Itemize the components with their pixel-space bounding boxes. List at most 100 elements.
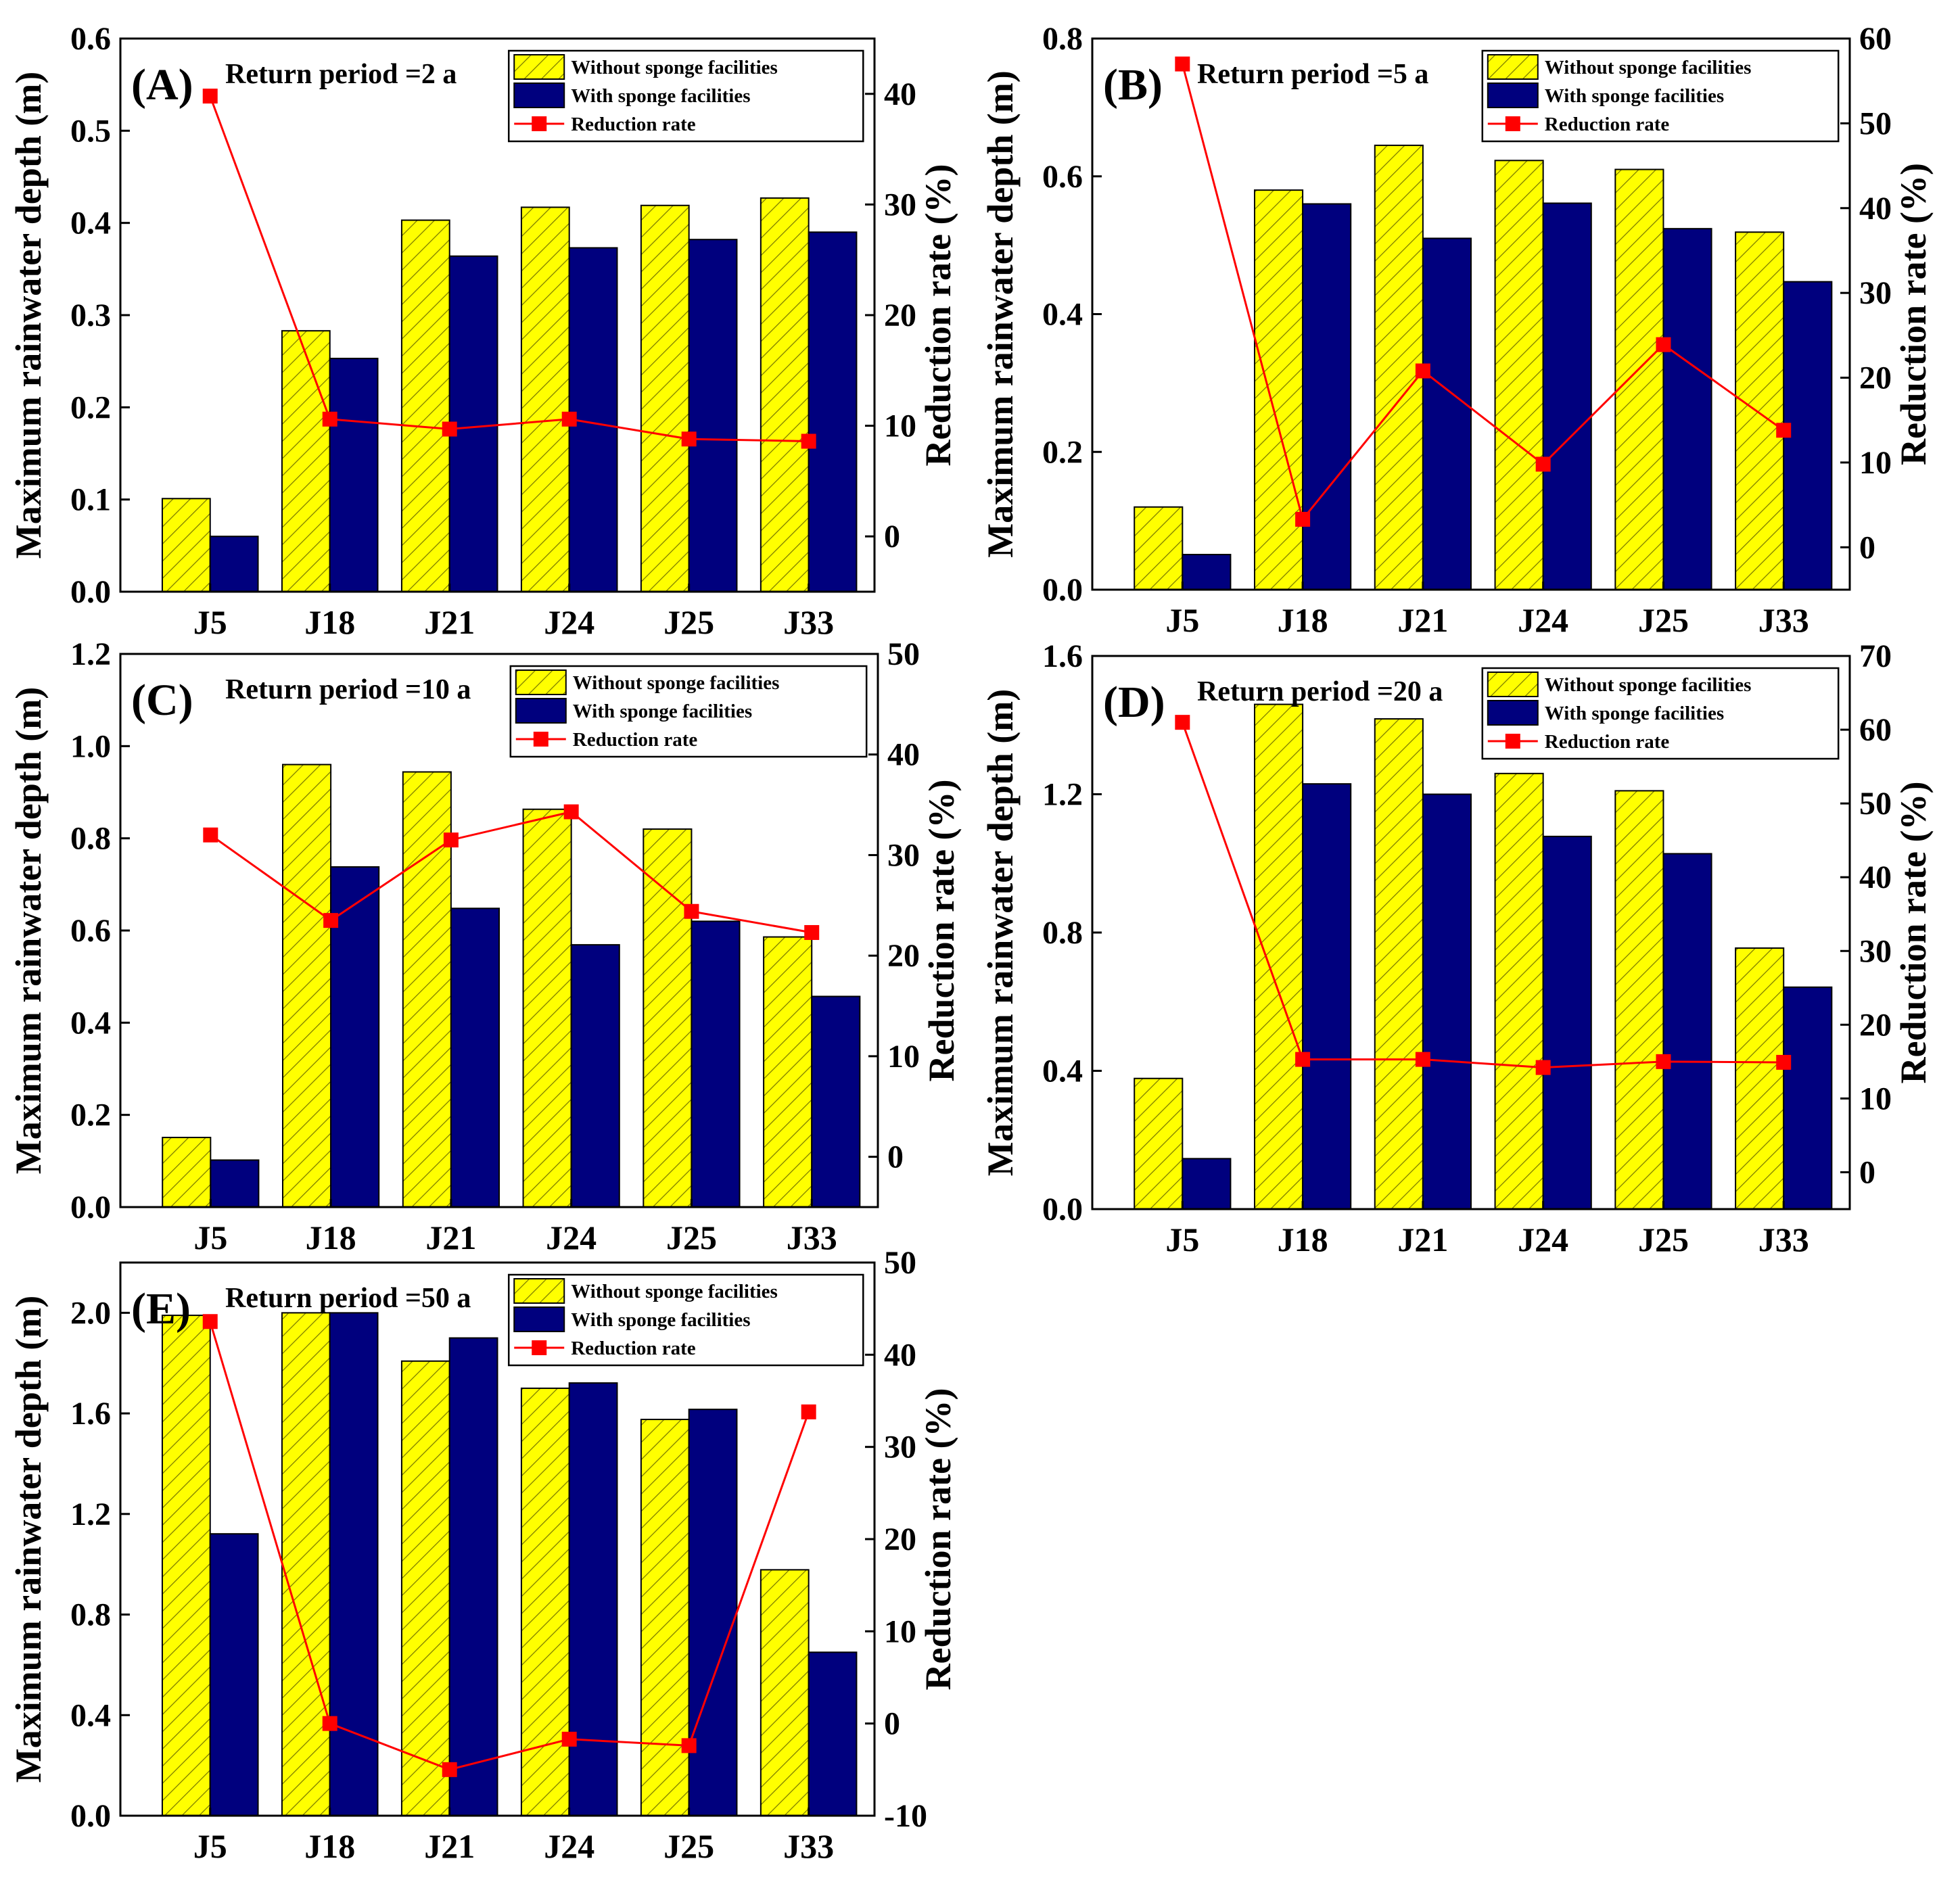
y-axis-title: Maximum rainwater depth (m) — [980, 70, 1021, 557]
reduction-rate-marker-j5 — [1175, 715, 1190, 730]
legend-label-without: Without sponge facilities — [1545, 674, 1752, 696]
left-tick-label: 0.4 — [1042, 297, 1083, 333]
bar-without-j24 — [520, 206, 570, 592]
bar-without-j5 — [162, 1137, 212, 1208]
panel-title: Return period =20 a — [1197, 676, 1443, 707]
legend-swatch-without — [513, 1278, 565, 1304]
legend-label-line: Reduction rate — [571, 1338, 696, 1359]
bar-without-j24 — [520, 1387, 570, 1817]
right-tick-label: 10 — [1859, 1081, 1892, 1116]
bar-without-j5 — [1134, 506, 1184, 590]
reduction-rate-marker-j18 — [1295, 511, 1311, 527]
category-label: J5 — [193, 603, 227, 641]
bar-without-j18 — [1254, 189, 1304, 590]
legend-label-with: With sponge facilities — [571, 85, 750, 107]
category-label: J25 — [1638, 1221, 1689, 1258]
y-axis-title: Maximum rainwater depth (m) — [8, 687, 49, 1174]
reduction-rate-marker-j25 — [1656, 337, 1671, 352]
panel-d: 0.0 0.4 0.8 1.2 1.6 0 10 20 30 40 50 60 70 J5 J18 J21 J2… — [980, 638, 1934, 1258]
bar-with-j18 — [329, 358, 379, 592]
bar-without-j18 — [282, 763, 332, 1208]
reduction-rate-marker-j21 — [443, 832, 459, 848]
legend-swatch-with — [513, 1306, 565, 1332]
legend-label-with: With sponge facilities — [1545, 85, 1724, 107]
right-tick-label: 50 — [1859, 786, 1892, 822]
bar-with-j33 — [1783, 281, 1833, 590]
bar-with-j33 — [808, 231, 858, 592]
panel-label: (D) — [1103, 678, 1165, 727]
category-label: J21 — [1397, 601, 1448, 639]
category-label: J5 — [1165, 1221, 1199, 1258]
panel-label: (B) — [1103, 60, 1163, 110]
reduction-rate-marker-j18 — [1295, 1052, 1311, 1067]
bar-without-j25 — [1614, 168, 1664, 590]
left-tick-label: 0.4 — [70, 1005, 111, 1041]
legend-swatch-marker — [532, 1340, 547, 1355]
left-tick-label: 1.2 — [70, 636, 111, 672]
right-tick-label: 40 — [1859, 191, 1892, 227]
category-label: J24 — [1518, 1221, 1568, 1258]
left-tick-label: 0.2 — [1042, 434, 1083, 470]
legend-label-line: Reduction rate — [1545, 731, 1670, 753]
reduction-rate-marker-j5 — [1175, 56, 1190, 72]
right-tick-label: 50 — [887, 636, 920, 672]
reduction-rate-marker-j24 — [561, 1731, 577, 1747]
bar-with-j25 — [1662, 853, 1712, 1210]
right-tick-label: 0 — [1859, 1154, 1875, 1190]
reduction-rate-line — [209, 95, 809, 442]
right-tick-label: -10 — [884, 1798, 927, 1834]
bar-with-j18 — [1302, 783, 1352, 1210]
bar-without-j5 — [1134, 1077, 1184, 1210]
category-label: J33 — [783, 603, 834, 641]
legend-label-without: Without sponge facilities — [1545, 57, 1752, 78]
bar-without-j24 — [1494, 772, 1544, 1210]
left-tick-label: 1.6 — [70, 1396, 111, 1432]
legend-swatch-without — [515, 669, 567, 695]
bar-without-j24 — [522, 808, 572, 1208]
bar-without-j5 — [161, 498, 211, 593]
bar-with-j21 — [448, 255, 498, 592]
right-tick-label: 30 — [884, 187, 916, 222]
bar-without-j25 — [640, 1419, 690, 1817]
left-tick-label: 0.8 — [1042, 21, 1083, 57]
bar-without-j33 — [1735, 231, 1785, 590]
category-label: J24 — [1518, 601, 1568, 639]
right-tick-label: 40 — [887, 737, 920, 773]
panel-a: 0.0 0.1 0.2 0.3 0.4 0.5 0.6 0 10 20 30 40 J5 J18 J21 J2… — [8, 21, 958, 641]
reduction-rate-marker-j18 — [323, 913, 339, 928]
reduction-rate-marker-j25 — [681, 431, 697, 447]
legend-swatch-with — [513, 83, 565, 108]
right-tick-label: 10 — [887, 1039, 920, 1075]
left-tick-label: 0.3 — [70, 298, 111, 333]
reduction-rate-marker-j25 — [1656, 1054, 1671, 1069]
bar-with-j18 — [330, 866, 380, 1208]
left-tick-label: 0.5 — [70, 113, 111, 149]
bar-without-j18 — [281, 330, 331, 592]
reduction-rate-marker-j21 — [1415, 363, 1430, 379]
right-tick-label: 20 — [884, 298, 916, 333]
bar-without-j5 — [161, 1315, 211, 1816]
panel-c: 0.0 0.2 0.4 0.6 0.8 1.0 1.2 0 10 20 30 40 50 J5 J18 J21… — [8, 636, 962, 1256]
legend-swatch-without — [513, 54, 565, 80]
bar-with-j24 — [570, 944, 620, 1208]
bar-without-j18 — [1254, 703, 1304, 1210]
bar-without-j21 — [1374, 718, 1424, 1210]
reduction-rate-marker-j5 — [203, 827, 218, 843]
category-label: J25 — [1638, 601, 1689, 639]
right-tick-label: 50 — [884, 1245, 916, 1281]
bar-without-j33 — [1735, 947, 1785, 1210]
bar-with-j5 — [209, 536, 259, 593]
reduction-rate-marker-j33 — [804, 924, 820, 940]
legend-swatch-marker — [1505, 116, 1520, 131]
legend — [1481, 49, 1840, 143]
reduction-rate-marker-j33 — [1776, 1054, 1792, 1070]
panel-label: (E) — [131, 1284, 191, 1334]
y2-axis-title: Reduction rate (%) — [921, 780, 962, 1082]
left-tick-label: 0.0 — [70, 1798, 111, 1834]
category-label: J33 — [1758, 601, 1809, 639]
panel-title: Return period =10 a — [225, 674, 471, 705]
legend-label-without: Without sponge facilities — [573, 672, 780, 694]
category-label: J21 — [424, 603, 475, 641]
reduction-rate-marker-j18 — [322, 411, 337, 427]
